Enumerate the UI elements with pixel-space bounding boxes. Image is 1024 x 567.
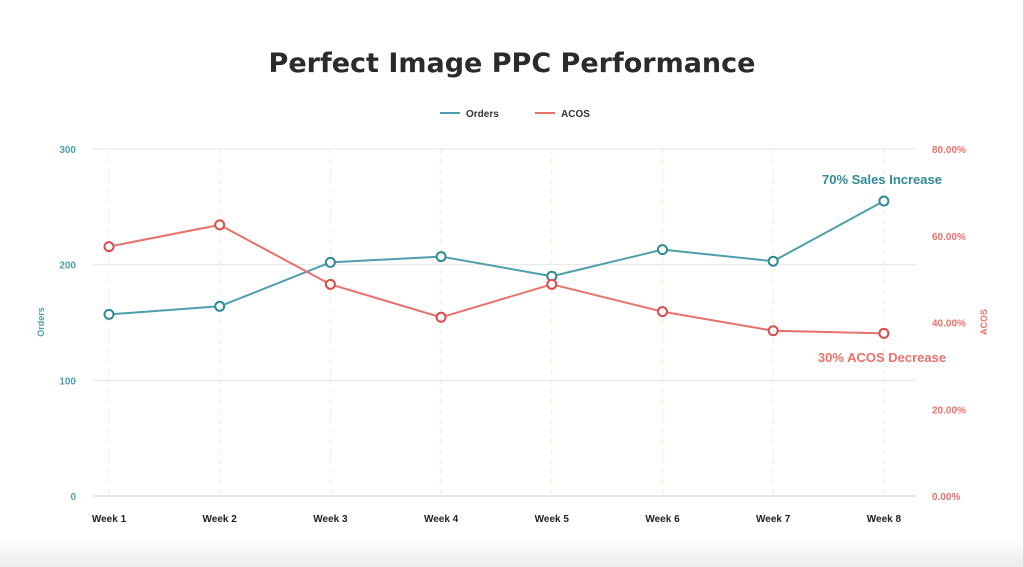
data-point-orders xyxy=(103,308,115,320)
data-point-acos xyxy=(878,327,890,339)
y-tick-left: 0 xyxy=(70,492,76,503)
data-point-acos xyxy=(103,241,115,253)
x-tick-label: Week 7 xyxy=(756,514,791,525)
annotation-acos-decrease: 30% ACOS Decrease xyxy=(818,350,946,365)
series-line-orders xyxy=(108,200,885,316)
data-point-acos xyxy=(767,325,779,337)
annotation-sales-increase: 70% Sales Increase xyxy=(822,172,942,187)
y-tick-left: 200 xyxy=(59,261,76,272)
data-point-acos xyxy=(435,311,447,323)
x-tick-label: Week 4 xyxy=(424,514,459,525)
x-tick-label: Week 3 xyxy=(313,514,348,525)
series-line-acos xyxy=(108,223,884,335)
data-point-acos xyxy=(214,219,226,231)
y-axis-left-title: Orders xyxy=(36,307,46,337)
y-tick-left: 300 xyxy=(59,145,76,156)
legend: Orders ACOS xyxy=(440,109,590,120)
bottom-fade xyxy=(0,537,1023,567)
data-point-orders xyxy=(878,195,890,207)
y-tick-left: 100 xyxy=(59,376,76,387)
y-tick-right: 0.00% xyxy=(932,492,960,503)
y-tick-right: 20.00% xyxy=(932,405,966,416)
y-axis-right-title: ACOS xyxy=(979,309,989,335)
x-tick-label: Week 5 xyxy=(535,514,570,525)
data-point-acos xyxy=(546,278,558,290)
y-tick-right: 80.00% xyxy=(932,145,966,156)
data-point-orders xyxy=(214,300,226,312)
x-tick-label: Week 1 xyxy=(92,514,127,525)
x-tick-label: Week 2 xyxy=(203,514,238,525)
x-tick-label: Week 8 xyxy=(867,514,902,525)
chart-title: Perfect Image PPC Performance xyxy=(269,48,756,79)
grid xyxy=(93,148,916,497)
legend-orders-label: Orders xyxy=(466,109,499,120)
x-tick-label: Week 6 xyxy=(645,514,680,525)
ticks: 300 200 100 0 80.00% 60.00% 40.00% 20.00% 0.00% W… xyxy=(59,145,966,525)
data-point-acos xyxy=(657,306,668,318)
data-point-orders xyxy=(657,244,668,256)
y-tick-right: 40.00% xyxy=(932,319,966,330)
y-tick-right: 60.00% xyxy=(932,232,966,243)
series xyxy=(103,195,890,339)
data-point-orders xyxy=(324,256,336,268)
legend-acos-label: ACOS xyxy=(561,109,590,120)
data-point-orders xyxy=(767,255,779,267)
data-point-acos xyxy=(324,278,336,290)
data-point-orders xyxy=(435,251,447,263)
